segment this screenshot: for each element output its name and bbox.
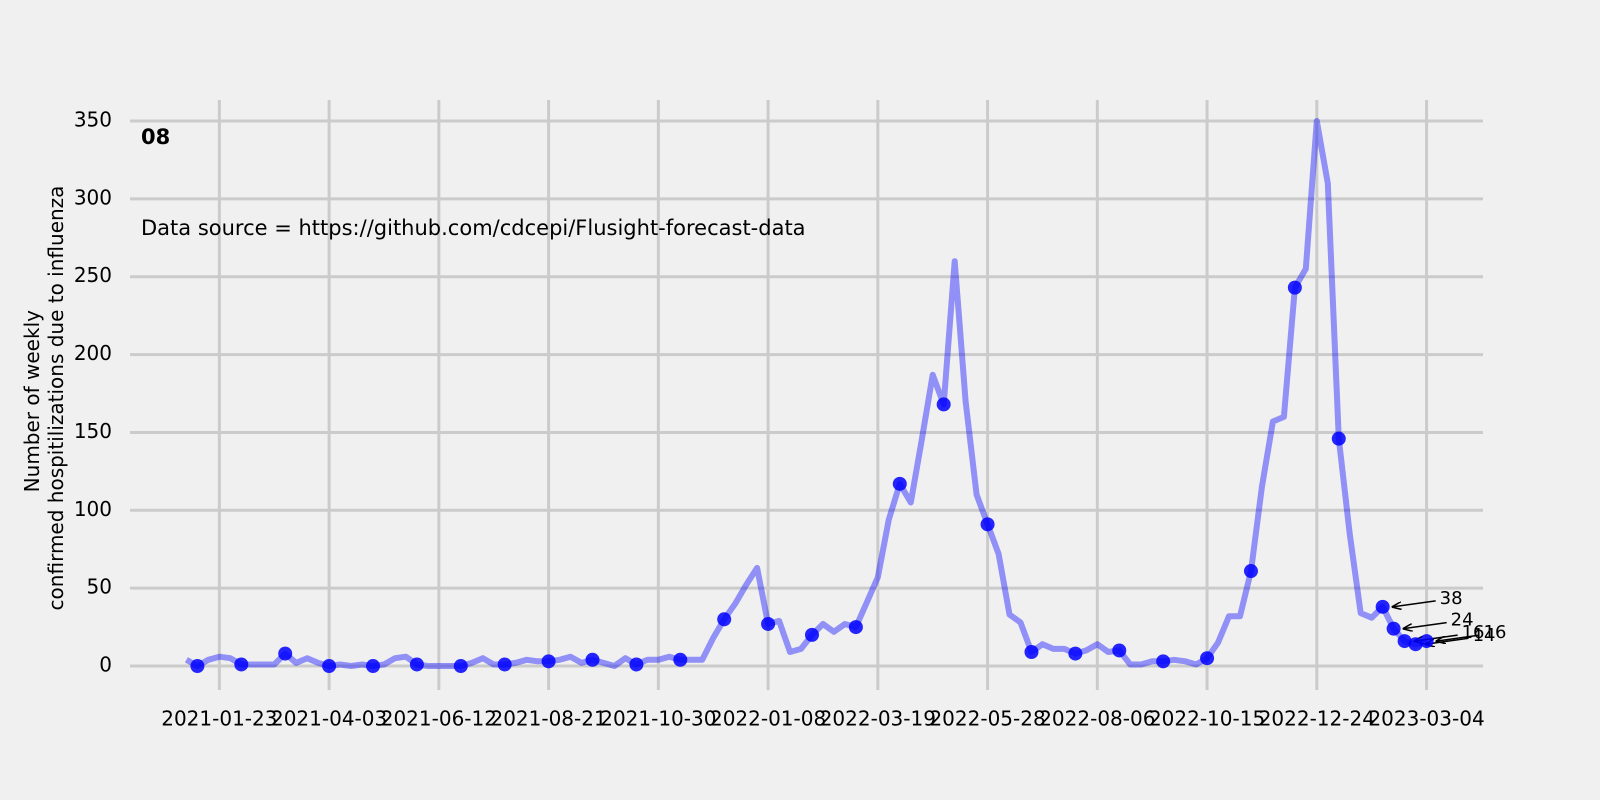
x-tick-label: 2021-04-03 [271,707,387,731]
x-tick-label: 2022-03-19 [820,707,936,731]
x-tick-label: 2021-06-12 [381,707,497,731]
x-tick-label: 2021-01-23 [161,707,277,731]
annotation-label: 24 [1451,610,1474,631]
data-point [1200,651,1215,666]
data-point [190,659,205,674]
x-tick-label: 2023-03-04 [1368,707,1484,731]
x-tick-label: 2022-01-08 [710,707,826,731]
data-point [804,627,819,642]
data-point [322,659,337,674]
annotation-label: 38 [1440,588,1463,609]
data-point [453,659,468,674]
data-point [1375,599,1390,614]
note: Data source = https://github.com/cdcepi/… [141,216,806,240]
data-point [1112,643,1127,658]
data-line [184,118,1428,669]
data-point [366,659,381,674]
y-tick-label: 200 [74,341,112,365]
chart-title: 08 [141,125,170,149]
data-point [1024,645,1039,660]
annotation-label: 16 [1484,622,1507,643]
data-point [1331,431,1346,446]
y-axis-label-line: confirmed hospitilizations due to influe… [44,186,68,611]
annotation-arrow [1393,600,1436,607]
data-point [1068,646,1083,661]
data-point [1386,621,1401,636]
data-point [497,657,512,672]
x-tick-label: 2022-05-28 [929,707,1045,731]
y-axis-label-line: Number of weekly [20,310,44,492]
data-point [541,654,556,669]
data-point [409,657,424,672]
annotation-arrow [1404,621,1447,629]
data-point [673,652,688,667]
y-tick-label: 250 [74,263,112,287]
y-tick-label: 50 [87,575,112,599]
data-point [1287,280,1302,295]
data-point [1408,637,1423,652]
data-point [278,646,293,661]
data-point [761,616,776,631]
data-point [585,652,600,667]
data-point [892,476,907,491]
y-tick-label: 0 [99,653,112,677]
data-point [980,517,995,532]
x-tick-label: 2022-12-24 [1259,707,1375,731]
data-point [1419,634,1434,649]
data-point [1243,564,1258,579]
y-tick-label: 350 [74,108,112,132]
annotation-arrow [1437,634,1480,641]
data-point [936,397,951,412]
annotation-label: 14 [1473,625,1496,646]
x-tick-label: 2021-08-21 [490,707,606,731]
data-point [629,657,644,672]
data-point [1397,634,1412,649]
x-tick-label: 2021-10-30 [600,707,716,731]
data-point [1156,654,1171,669]
y-tick-label: 300 [74,185,112,209]
data-point [717,612,732,627]
data-point [848,620,863,635]
y-tick-label: 100 [74,497,112,521]
grid [130,100,1483,690]
y-tick-label: 150 [74,419,112,443]
x-tick-label: 2022-10-15 [1149,707,1265,731]
data-point [234,657,249,672]
y-axis-label: Number of weekly confirmed hospitilizati… [20,186,68,611]
x-tick-label: 2022-08-06 [1039,707,1155,731]
